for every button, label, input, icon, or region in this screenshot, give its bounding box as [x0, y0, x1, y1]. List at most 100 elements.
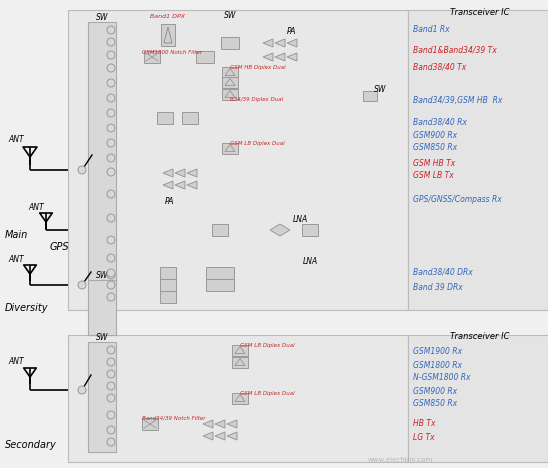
Polygon shape [275, 53, 285, 61]
Polygon shape [275, 39, 285, 47]
Bar [144, 51, 160, 63]
Text: Band1 DPX: Band1 DPX [151, 14, 186, 19]
Circle shape [107, 94, 115, 102]
Polygon shape [287, 53, 297, 61]
Polygon shape [203, 432, 213, 440]
Bar [302, 224, 318, 236]
Bar [88, 280, 116, 335]
Text: GSM900 Rx: GSM900 Rx [413, 131, 457, 139]
Bar [161, 24, 175, 46]
Bar [222, 88, 238, 100]
Text: ANT: ANT [28, 203, 44, 212]
Text: B34/39 Diplex Dual: B34/39 Diplex Dual [230, 96, 283, 102]
Text: LG Tx: LG Tx [413, 432, 435, 441]
Bar [142, 418, 158, 430]
Circle shape [107, 281, 115, 289]
Text: GSM LB Diplex Dual: GSM LB Diplex Dual [240, 343, 295, 348]
Bar [222, 76, 238, 88]
Bar [212, 224, 228, 236]
Text: Main: Main [5, 230, 28, 240]
Polygon shape [215, 420, 225, 428]
Circle shape [107, 346, 115, 354]
Text: Band 39 DRx: Band 39 DRx [413, 284, 463, 292]
Bar [206, 279, 234, 291]
Circle shape [107, 124, 115, 132]
Bar [232, 357, 248, 367]
Text: SW: SW [224, 12, 236, 21]
Polygon shape [175, 169, 185, 177]
Bar [68, 335, 408, 462]
Circle shape [78, 386, 86, 394]
Text: Band34/39,GSM HB  Rx: Band34/39,GSM HB Rx [413, 95, 503, 104]
Circle shape [78, 281, 86, 289]
Text: Transceiver IC: Transceiver IC [450, 332, 510, 341]
Circle shape [107, 411, 115, 419]
Text: GSM1900 Rx: GSM1900 Rx [413, 348, 462, 357]
Text: Secondary: Secondary [5, 440, 57, 450]
Circle shape [107, 254, 115, 262]
Polygon shape [163, 169, 173, 177]
Text: Band34/39 Notch Filter: Band34/39 Notch Filter [142, 416, 206, 421]
Text: Band38/40 DRx: Band38/40 DRx [413, 268, 473, 277]
Bar [206, 267, 234, 279]
Text: GSM1800 Rx: GSM1800 Rx [413, 360, 462, 370]
Circle shape [107, 236, 115, 244]
Bar [221, 37, 239, 49]
Text: Band38/40 Rx: Band38/40 Rx [413, 117, 467, 126]
Text: SW: SW [96, 332, 108, 342]
Circle shape [107, 293, 115, 301]
Text: Band1&Band34/39 Tx: Band1&Band34/39 Tx [413, 45, 496, 54]
Circle shape [107, 139, 115, 147]
Circle shape [107, 51, 115, 59]
Circle shape [107, 269, 115, 277]
Bar [157, 112, 173, 124]
Polygon shape [270, 224, 290, 236]
Circle shape [107, 79, 115, 87]
Text: GSM900 Rx: GSM900 Rx [413, 387, 457, 395]
Text: Transceiver IC: Transceiver IC [450, 8, 510, 17]
Text: ANT: ANT [8, 136, 24, 145]
Text: PA: PA [165, 197, 175, 206]
Polygon shape [175, 181, 185, 189]
Circle shape [107, 358, 115, 366]
Text: LNA: LNA [302, 257, 318, 266]
Bar [222, 142, 238, 154]
Bar [363, 91, 377, 101]
Text: SW: SW [96, 13, 108, 22]
Circle shape [107, 438, 115, 446]
Circle shape [107, 64, 115, 72]
Bar [182, 112, 198, 124]
Circle shape [107, 154, 115, 162]
Text: GPS/GNSS/Compass Rx: GPS/GNSS/Compass Rx [413, 196, 502, 205]
Text: GSM HB Diplex Dual: GSM HB Diplex Dual [230, 65, 286, 70]
Text: GSM850 Rx: GSM850 Rx [413, 400, 457, 409]
Text: ANT: ANT [8, 358, 24, 366]
Text: ANT: ANT [8, 256, 24, 264]
Circle shape [107, 109, 115, 117]
Polygon shape [163, 181, 173, 189]
Text: PA: PA [287, 28, 297, 37]
Text: HB Tx: HB Tx [413, 419, 436, 429]
Text: GSM LB Diplex Dual: GSM LB Diplex Dual [230, 140, 284, 146]
Circle shape [107, 190, 115, 198]
Text: www.elecfans.com: www.elecfans.com [367, 457, 432, 463]
Bar [408, 335, 548, 462]
Polygon shape [263, 39, 273, 47]
Circle shape [107, 426, 115, 434]
Bar [88, 342, 116, 452]
Bar [196, 51, 214, 63]
Bar [160, 291, 176, 303]
Circle shape [107, 394, 115, 402]
Text: SW: SW [96, 271, 108, 279]
Text: LNA: LNA [293, 215, 307, 225]
Polygon shape [203, 420, 213, 428]
Bar [160, 267, 176, 279]
Polygon shape [187, 181, 197, 189]
Bar [160, 279, 176, 291]
Bar [68, 10, 408, 310]
Circle shape [78, 166, 86, 174]
Bar [222, 66, 238, 78]
Text: GSM LB Diplex Dual: GSM LB Diplex Dual [240, 390, 295, 395]
Bar [88, 22, 116, 284]
Text: Band1 Rx: Band1 Rx [413, 25, 449, 35]
